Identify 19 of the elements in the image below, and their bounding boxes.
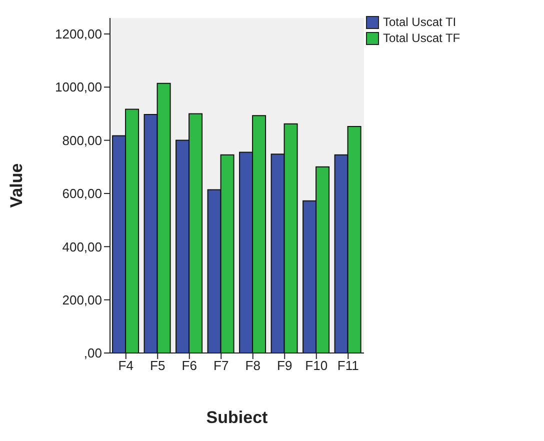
x-tick-label: F8 — [245, 358, 260, 374]
x-tick-label: F5 — [150, 358, 166, 374]
y-tick-label: 800,00 — [62, 132, 102, 148]
y-tick-label: 1200,00 — [55, 26, 102, 42]
x-tick-label: F11 — [337, 358, 359, 374]
x-tick-label: F6 — [182, 358, 197, 374]
x-tick-label: F9 — [277, 358, 292, 374]
legend-label: Total Uscat TF — [383, 31, 460, 45]
legend-label: Total Uscat TI — [383, 15, 456, 29]
y-tick-label: ,00 — [84, 346, 102, 361]
x-tick-label: F4 — [118, 358, 134, 374]
x-tick-label: F7 — [214, 358, 229, 374]
y-tick-label: 600,00 — [62, 186, 102, 202]
x-axis-title: Subiect — [206, 408, 268, 427]
y-tick-label: 1000,00 — [55, 80, 102, 95]
y-tick-label: 200,00 — [62, 292, 102, 308]
x-tick-label: F10 — [305, 358, 328, 374]
y-axis-title: Value — [7, 163, 26, 208]
y-tick-label: 400,00 — [62, 239, 102, 254]
